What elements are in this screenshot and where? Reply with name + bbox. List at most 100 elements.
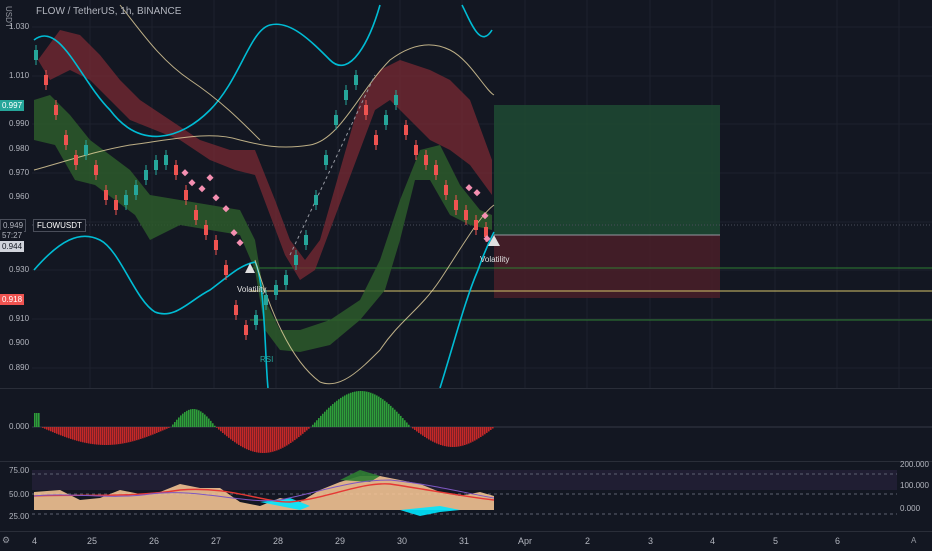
bollinger-upper-2 bbox=[461, 4, 493, 38]
rsi-svg[interactable] bbox=[0, 462, 932, 532]
auto-scale-button[interactable]: A bbox=[911, 536, 917, 545]
histogram-bar bbox=[190, 409, 192, 427]
histogram-bar bbox=[46, 427, 48, 430]
time-label: 4 bbox=[710, 536, 716, 546]
rsi-marker-label: RSI bbox=[260, 355, 273, 364]
histogram-bar bbox=[348, 393, 350, 427]
candle-body bbox=[474, 220, 478, 230]
symbol-title[interactable]: FLOW / TetherUS, 1h, BINANCE bbox=[36, 6, 182, 17]
histogram-bar bbox=[54, 427, 56, 433]
histogram-bar bbox=[462, 427, 464, 446]
candle-body bbox=[324, 155, 328, 165]
histogram-bar bbox=[258, 427, 260, 453]
candle-body bbox=[274, 285, 278, 295]
volatility-label-2: Volatility bbox=[480, 255, 509, 264]
candle-body bbox=[104, 190, 108, 200]
histogram-bar bbox=[210, 420, 212, 427]
candle-body bbox=[74, 155, 78, 165]
time-label: 6 bbox=[835, 536, 841, 546]
candle-body bbox=[404, 125, 408, 135]
candle-body bbox=[174, 165, 178, 175]
histogram-bar bbox=[286, 427, 288, 446]
envelope-mid bbox=[119, 4, 261, 141]
volatility-triangle-1[interactable] bbox=[245, 263, 255, 273]
histogram-bar bbox=[240, 427, 242, 447]
histogram-bar bbox=[256, 427, 258, 453]
target-zone[interactable] bbox=[494, 105, 720, 235]
envelope-lower bbox=[254, 204, 495, 385]
target-price-tag[interactable]: 0.997 bbox=[0, 100, 25, 111]
histogram-bar bbox=[352, 392, 354, 427]
oscillator-svg[interactable] bbox=[0, 389, 932, 461]
histogram-bar bbox=[394, 409, 396, 427]
time-label: 5 bbox=[773, 536, 779, 546]
grid bbox=[32, 0, 932, 388]
candle-body bbox=[424, 155, 428, 165]
histogram-bar bbox=[226, 427, 228, 437]
histogram-bar bbox=[130, 427, 132, 442]
histogram-bar bbox=[122, 427, 124, 444]
histogram-bar bbox=[306, 427, 308, 431]
histogram-bar bbox=[280, 427, 282, 449]
histogram-bar bbox=[398, 413, 400, 427]
histogram-bar bbox=[140, 427, 142, 439]
rsi-right-tick: 100.000 bbox=[900, 481, 929, 490]
histogram-bar bbox=[60, 427, 62, 436]
resistance-cloud bbox=[38, 30, 492, 280]
histogram-bar bbox=[158, 427, 160, 433]
histogram-bar bbox=[216, 427, 218, 428]
stop-price-tag[interactable]: 0.918 bbox=[0, 294, 25, 305]
histogram-bar bbox=[338, 399, 340, 427]
gear-icon[interactable]: ⚙ bbox=[2, 535, 11, 545]
histogram-bar bbox=[262, 427, 264, 453]
volatility-triangle-2[interactable] bbox=[488, 235, 500, 246]
histogram-bar bbox=[326, 409, 328, 427]
bollinger-upper bbox=[33, 4, 381, 138]
time-axis[interactable]: ⚙ 4 25 26 27 28 29 30 31 Apr 2 3 4 5 6 A bbox=[0, 531, 932, 551]
histogram-bar bbox=[58, 427, 60, 435]
time-label: 2 bbox=[585, 536, 591, 546]
price-chart-svg[interactable]: Volatility Volatility RSI bbox=[0, 0, 932, 389]
histogram-bar bbox=[328, 407, 330, 427]
histogram-bar bbox=[442, 427, 444, 446]
histogram-bar bbox=[358, 391, 360, 427]
histogram-bar bbox=[186, 410, 188, 427]
histogram-bar bbox=[126, 427, 128, 443]
histogram-bar bbox=[172, 424, 174, 427]
rsi-pane[interactable]: 75.00 50.00 25.00 200.000 100.000 0.000 bbox=[0, 460, 932, 532]
histogram-bar bbox=[64, 427, 66, 437]
histogram-bar bbox=[178, 417, 180, 427]
histogram-bar bbox=[72, 427, 74, 440]
osc-zero-label: 0.000 bbox=[9, 422, 30, 431]
histogram-bar bbox=[198, 410, 200, 427]
oscillator-pane[interactable]: 0.000 bbox=[0, 388, 932, 461]
rsi-overbought-band bbox=[32, 470, 897, 490]
histogram-bar bbox=[76, 427, 78, 441]
trend-line[interactable] bbox=[289, 74, 376, 256]
histogram-bar bbox=[440, 427, 442, 446]
histogram-bar bbox=[108, 427, 110, 445]
histogram-bar bbox=[418, 427, 420, 433]
candle-body bbox=[144, 170, 148, 180]
histogram-bar bbox=[86, 427, 88, 444]
candle-body bbox=[254, 315, 258, 325]
histogram-bar bbox=[248, 427, 250, 451]
price-chart-pane[interactable]: Volatility Volatility RSI USDT FLOW / Te… bbox=[0, 0, 932, 389]
histogram-bar bbox=[268, 427, 270, 453]
histogram-bar bbox=[488, 427, 490, 432]
histogram-bar bbox=[380, 397, 382, 427]
histogram-bar bbox=[460, 427, 462, 447]
y-tick: 0.930 bbox=[9, 265, 30, 274]
histogram-bar bbox=[94, 427, 96, 445]
histogram-bar bbox=[66, 427, 68, 438]
histogram-bar bbox=[104, 427, 106, 445]
currency-label: USDT bbox=[4, 6, 13, 28]
candle-body bbox=[114, 200, 118, 210]
histogram-bar bbox=[374, 394, 376, 427]
candle-body bbox=[294, 255, 298, 265]
histogram-bar bbox=[312, 424, 314, 427]
candle-body bbox=[44, 75, 48, 85]
entry-price-tag[interactable]: 0.944 bbox=[0, 241, 25, 252]
stop-zone[interactable] bbox=[494, 235, 720, 298]
histogram-bar bbox=[214, 425, 216, 427]
